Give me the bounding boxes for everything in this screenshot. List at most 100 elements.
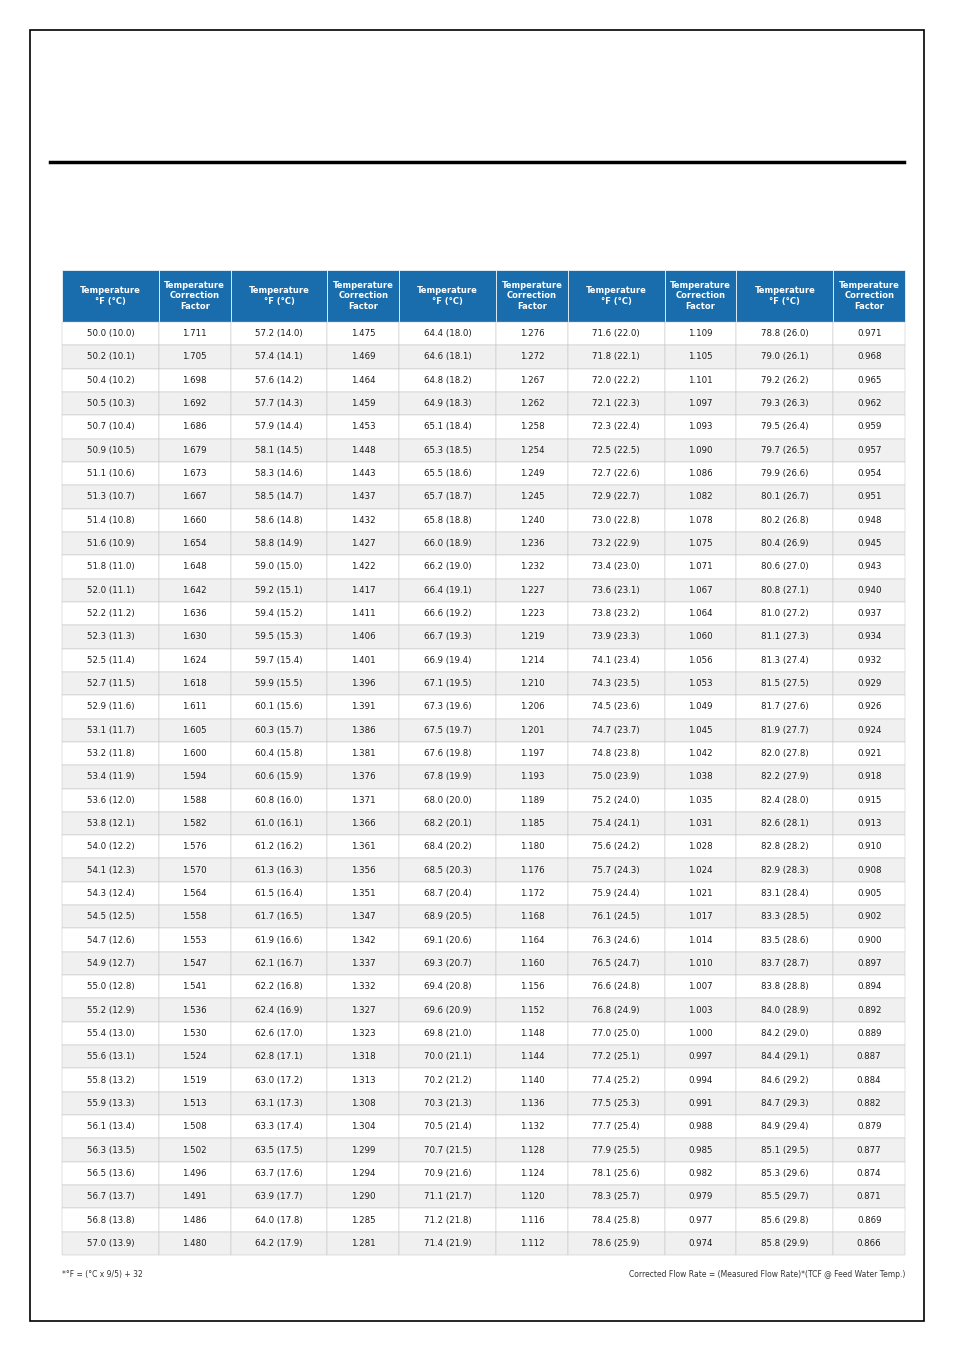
Bar [736, 648, 832, 671]
Bar [398, 485, 496, 508]
Text: 71.4 (21.9): 71.4 (21.9) [423, 1239, 471, 1248]
Text: 0.997: 0.997 [688, 1052, 712, 1062]
Bar [398, 555, 496, 578]
Text: 56.1 (13.4): 56.1 (13.4) [87, 1123, 134, 1131]
Bar [327, 928, 398, 951]
Text: 83.1 (28.4): 83.1 (28.4) [760, 889, 808, 898]
Bar [736, 905, 832, 928]
Text: 54.9 (12.7): 54.9 (12.7) [87, 959, 134, 967]
Text: 57.2 (14.0): 57.2 (14.0) [255, 330, 302, 338]
Text: Temperature
°F (°C): Temperature °F (°C) [585, 286, 646, 305]
Bar [736, 603, 832, 626]
Text: 0.926: 0.926 [856, 703, 881, 712]
Bar [327, 1162, 398, 1185]
Bar [327, 1208, 398, 1232]
Bar [231, 1162, 327, 1185]
Text: 52.0 (11.1): 52.0 (11.1) [87, 586, 134, 594]
Bar [832, 462, 904, 485]
Text: 0.932: 0.932 [856, 655, 881, 665]
Text: 72.5 (22.5): 72.5 (22.5) [592, 446, 639, 455]
Text: 1.342: 1.342 [351, 936, 375, 944]
Text: 1.086: 1.086 [687, 469, 712, 478]
Bar [62, 439, 159, 462]
Bar [398, 1046, 496, 1069]
Bar [159, 1162, 231, 1185]
Bar [496, 322, 567, 346]
Text: 57.7 (14.3): 57.7 (14.3) [255, 399, 302, 408]
Text: 1.618: 1.618 [182, 680, 207, 688]
Text: 1.422: 1.422 [351, 562, 375, 571]
Text: 1.210: 1.210 [519, 680, 543, 688]
Text: 54.7 (12.6): 54.7 (12.6) [87, 936, 134, 944]
Bar [231, 555, 327, 578]
Text: 57.6 (14.2): 57.6 (14.2) [255, 376, 302, 385]
Bar [832, 1185, 904, 1208]
Text: 81.1 (27.3): 81.1 (27.3) [760, 632, 808, 642]
Bar [398, 1185, 496, 1208]
Text: 69.1 (20.6): 69.1 (20.6) [423, 936, 471, 944]
Text: Temperature
Correction
Factor: Temperature Correction Factor [838, 281, 899, 311]
Bar [664, 835, 736, 858]
Bar [327, 603, 398, 626]
Text: 56.8 (13.8): 56.8 (13.8) [87, 1216, 134, 1224]
Bar [664, 392, 736, 415]
Text: 1.427: 1.427 [351, 539, 375, 549]
Bar [159, 346, 231, 369]
Bar [398, 835, 496, 858]
Text: 85.1 (29.5): 85.1 (29.5) [760, 1146, 808, 1155]
Bar [567, 928, 664, 951]
Text: 1.197: 1.197 [519, 748, 543, 758]
Bar [159, 765, 231, 789]
Text: 1.140: 1.140 [519, 1075, 543, 1085]
Bar [664, 1139, 736, 1162]
Text: 64.9 (18.3): 64.9 (18.3) [423, 399, 471, 408]
Bar [159, 462, 231, 485]
Text: 61.9 (16.6): 61.9 (16.6) [255, 936, 302, 944]
Bar [496, 742, 567, 765]
Bar [567, 322, 664, 346]
Bar [231, 626, 327, 648]
Bar [496, 998, 567, 1021]
Bar [664, 508, 736, 532]
Text: 0.905: 0.905 [856, 889, 881, 898]
Bar [62, 696, 159, 719]
Bar [159, 789, 231, 812]
Text: 1.053: 1.053 [687, 680, 712, 688]
Text: 1.290: 1.290 [351, 1192, 375, 1201]
Bar [398, 719, 496, 742]
Text: 73.6 (23.1): 73.6 (23.1) [592, 586, 639, 594]
Bar [62, 905, 159, 928]
Text: 77.2 (25.1): 77.2 (25.1) [592, 1052, 639, 1062]
Text: 58.8 (14.9): 58.8 (14.9) [255, 539, 302, 549]
Bar [832, 555, 904, 578]
Bar [398, 765, 496, 789]
Text: 1.381: 1.381 [351, 748, 375, 758]
Text: 0.877: 0.877 [856, 1146, 881, 1155]
Text: 53.6 (12.0): 53.6 (12.0) [87, 796, 134, 805]
Bar [62, 603, 159, 626]
Text: 1.168: 1.168 [519, 912, 543, 921]
Text: 85.3 (29.6): 85.3 (29.6) [760, 1169, 808, 1178]
Bar [159, 1208, 231, 1232]
Bar [231, 1092, 327, 1115]
Bar [664, 858, 736, 882]
Bar [62, 578, 159, 603]
Text: 81.0 (27.2): 81.0 (27.2) [760, 609, 808, 617]
Bar [398, 322, 496, 346]
Bar [62, 671, 159, 696]
Bar [398, 603, 496, 626]
Text: 60.6 (15.9): 60.6 (15.9) [255, 773, 302, 781]
Text: 1.337: 1.337 [351, 959, 375, 967]
Bar [398, 951, 496, 975]
Bar [496, 928, 567, 951]
Bar [231, 1069, 327, 1092]
Bar [664, 951, 736, 975]
Bar [736, 928, 832, 951]
Text: 65.8 (18.8): 65.8 (18.8) [423, 516, 471, 524]
Bar [159, 626, 231, 648]
Bar [327, 462, 398, 485]
Text: 1.600: 1.600 [182, 748, 207, 758]
Text: 1.524: 1.524 [182, 1052, 207, 1062]
Bar [664, 1069, 736, 1092]
Text: 0.866: 0.866 [856, 1239, 881, 1248]
